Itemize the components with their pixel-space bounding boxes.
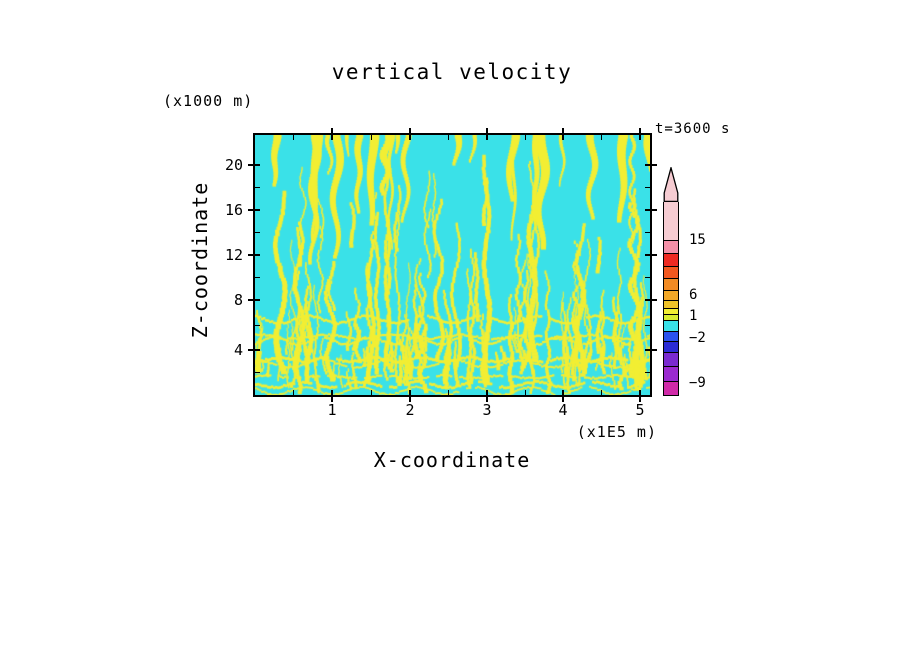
colorbar-tick-label: −2 <box>689 330 706 346</box>
y-minor-tick <box>645 187 650 188</box>
y-minor-tick <box>255 232 260 233</box>
y-minor-tick <box>255 372 260 373</box>
x-tick-label: 4 <box>558 401 568 419</box>
plot-title: vertical velocity <box>331 60 573 84</box>
colorbar-segment <box>664 253 678 266</box>
x-minor-tick <box>371 135 372 140</box>
colorbar-segment <box>664 314 678 320</box>
y-major-tick <box>248 254 260 256</box>
colorbar-segment <box>664 331 678 341</box>
colorbar-tick-label: 6 <box>689 287 698 303</box>
x-major-tick <box>486 390 488 402</box>
y-minor-tick <box>255 325 260 326</box>
x-minor-tick <box>525 390 526 395</box>
x-major-tick <box>331 128 333 140</box>
y-minor-tick <box>255 187 260 188</box>
x-tick-label: 1 <box>327 401 337 419</box>
y-major-tick <box>645 209 657 211</box>
colorbar-segments <box>663 202 679 396</box>
y-minor-tick <box>645 372 650 373</box>
y-minor-tick <box>645 232 650 233</box>
y-major-tick <box>248 164 260 166</box>
colorbar-segment <box>664 381 678 395</box>
x-major-tick <box>562 128 564 140</box>
x-axis-title: X-coordinate <box>373 448 531 472</box>
colorbar-tick-label: 15 <box>689 232 706 248</box>
x-minor-tick <box>293 390 294 395</box>
vertical-velocity-field-canvas <box>255 135 650 395</box>
colorbar-segment <box>664 341 678 352</box>
x-minor-tick <box>448 135 449 140</box>
y-major-tick <box>645 164 657 166</box>
heatmap-plot-frame <box>248 128 657 402</box>
x-minor-tick <box>293 135 294 140</box>
colorbar-segment <box>664 366 678 381</box>
y-axis-unit-label: (x1000 m) <box>163 92 254 110</box>
colorbar <box>663 167 679 396</box>
x-minor-tick <box>371 390 372 395</box>
colorbar-segment <box>664 308 678 314</box>
x-tick-label: 2 <box>405 401 415 419</box>
y-major-tick <box>645 349 657 351</box>
y-minor-tick <box>645 325 650 326</box>
x-tick-label: 5 <box>635 401 645 419</box>
colorbar-segment <box>664 278 678 290</box>
y-major-tick <box>248 299 260 301</box>
colorbar-segment <box>664 352 678 366</box>
x-minor-tick <box>448 390 449 395</box>
x-axis-unit-label: (x1E5 m) <box>576 423 657 441</box>
x-major-tick <box>639 390 641 402</box>
y-major-tick <box>645 299 657 301</box>
x-minor-tick <box>601 135 602 140</box>
y-major-tick <box>645 254 657 256</box>
y-tick-label: 16 <box>224 201 243 219</box>
x-tick-label: 3 <box>482 401 492 419</box>
y-major-tick <box>248 209 260 211</box>
colorbar-tick-label: 1 <box>689 308 698 324</box>
y-major-tick <box>248 349 260 351</box>
colorbar-segment <box>664 290 678 300</box>
y-tick-label: 12 <box>224 246 243 264</box>
y-tick-label: 4 <box>233 341 243 359</box>
colorbar-arrow-icon <box>663 167 679 202</box>
x-major-tick <box>486 128 488 140</box>
x-minor-tick <box>601 390 602 395</box>
x-major-tick <box>409 390 411 402</box>
x-major-tick <box>331 390 333 402</box>
x-major-tick <box>639 128 641 140</box>
y-tick-label: 20 <box>224 156 243 174</box>
x-major-tick <box>562 390 564 402</box>
y-minor-tick <box>645 277 650 278</box>
x-major-tick <box>409 128 411 140</box>
colorbar-segment <box>664 202 678 240</box>
y-tick-label: 8 <box>233 291 243 309</box>
colorbar-segment <box>664 320 678 331</box>
y-minor-tick <box>255 277 260 278</box>
colorbar-segment <box>664 266 678 278</box>
colorbar-segment <box>664 300 678 308</box>
colorbar-tick-label: −9 <box>689 375 706 391</box>
time-annotation: t=3600 s <box>655 121 731 137</box>
x-minor-tick <box>525 135 526 140</box>
colorbar-segment <box>664 240 678 253</box>
